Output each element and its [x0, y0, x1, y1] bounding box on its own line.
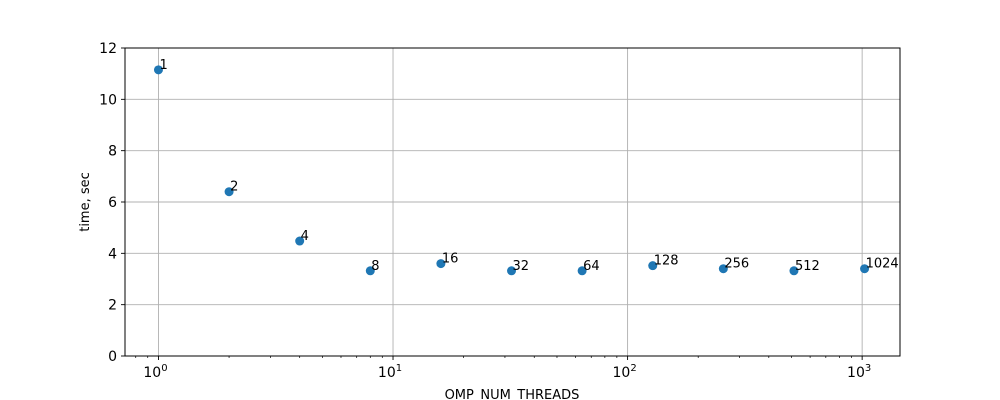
grid-lines: [125, 47, 900, 357]
x-tick-label: 102: [612, 363, 636, 381]
data-point-label: 2: [230, 180, 238, 195]
data-point-label: 8: [371, 259, 379, 274]
data-point-label: 16: [442, 252, 459, 267]
y-tick-label: 4: [108, 246, 117, 262]
data-point: [224, 187, 234, 197]
data-point-label: 512: [795, 259, 820, 274]
data-point: [436, 259, 446, 269]
data-point-label: 32: [513, 259, 530, 274]
x-tick-label: 103: [847, 363, 871, 381]
data-point-label: 4: [301, 229, 309, 244]
data-point: [365, 266, 375, 276]
y-tick-label: 6: [108, 195, 117, 211]
data-point: [860, 264, 870, 274]
point-labels: 1 2 4 8 16 32 64 128 256 512 1024: [159, 58, 898, 274]
data-point: [295, 236, 305, 246]
data-point: [718, 264, 728, 274]
y-axis-label: time, sec: [78, 172, 93, 232]
data-points: [153, 65, 870, 276]
y-tick-label: 12: [99, 41, 117, 57]
data-point-label: 128: [654, 254, 679, 269]
data-point-label: 1: [159, 58, 167, 73]
data-point: [789, 266, 799, 276]
axis-ticks: [121, 47, 863, 360]
y-tick-label: 0: [108, 349, 117, 365]
data-point: [507, 266, 517, 276]
data-point-label: 64: [583, 259, 600, 274]
data-point: [648, 261, 658, 271]
data-point: [153, 65, 163, 75]
x-tick-label: 101: [378, 363, 402, 381]
data-point-label: 256: [724, 257, 749, 272]
y-tick-label: 10: [99, 92, 117, 108]
x-axis-label: OMP_NUM_THREADS: [445, 388, 580, 400]
y-tick-label: 8: [108, 144, 117, 160]
y-tick-label: 2: [108, 298, 117, 314]
data-point: [577, 266, 587, 276]
x-tick-label: 100: [143, 363, 167, 381]
data-point-label: 1024: [866, 257, 899, 272]
plot-frame: [124, 47, 901, 357]
